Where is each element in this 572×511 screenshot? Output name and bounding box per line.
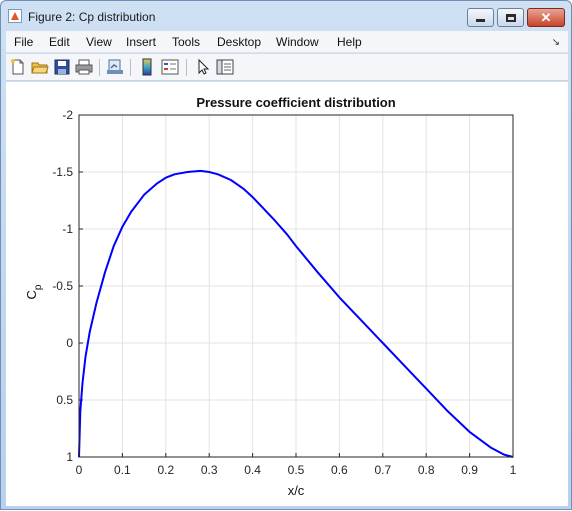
menu-tools[interactable]: Tools [172,35,201,49]
x-tick-label: 0.3 [201,463,218,477]
link-plot-icon[interactable] [106,58,124,76]
open-file-icon[interactable] [31,58,49,76]
toolbar-separator [186,59,187,76]
toolbar-separator [130,59,131,76]
y-tick-label: 0 [66,336,73,350]
x-tick-label: 0 [76,463,83,477]
menu-view[interactable]: View [86,35,112,49]
x-tick-label: 0.1 [114,463,131,477]
x-tick-label: 1 [510,463,517,477]
menu-insert[interactable]: Insert [126,35,157,49]
chart-title: Pressure coefficient distribution [196,95,395,110]
y-tick-label: -2 [62,108,73,122]
y-tick-label: 0.5 [56,393,73,407]
menu-edit[interactable]: Edit [49,35,70,49]
x-tick-label: 0.5 [288,463,305,477]
menu-help[interactable]: Help [337,35,362,49]
close-button[interactable]: ✕ [527,8,565,27]
x-tick-label: 0.9 [461,463,478,477]
maximize-icon [505,13,516,22]
minimize-button[interactable] [467,8,494,27]
x-tick-label: 0.7 [374,463,391,477]
menu-desktop[interactable]: Desktop [217,35,262,49]
title-bar[interactable]: Figure 2: Cp distribution ✕ [1,1,571,31]
menu-bar: File Edit View Insert Tools Desktop Wind… [6,31,568,53]
legend-icon[interactable] [161,58,179,76]
figure-canvas: Pressure coefficient distribution 0 0.1 0.… [6,82,568,506]
new-figure-icon[interactable] [9,58,27,76]
colorbar-icon[interactable] [138,58,156,76]
window-title: Figure 2: Cp distribution [28,10,156,24]
x-tick-label: 0.6 [331,463,348,477]
figure-toolbar [6,54,568,81]
minimize-icon [476,18,485,22]
plot-browser-icon[interactable] [216,58,234,76]
x-tick-label: 0.4 [244,463,261,477]
y-tick-label: -0.5 [52,279,73,293]
y-axis-label: Cp [24,284,44,299]
cp-series-line [78,169,514,458]
cp-chart: Pressure coefficient distribution 0 0.1 0.… [24,95,517,498]
y-axis-label-main: C [24,290,39,299]
x-axis-label: x/c [288,483,305,498]
plot-frame [78,114,514,458]
y-tick-label: -1 [62,222,73,236]
menu-window[interactable]: Window [276,35,319,49]
edit-plot-arrow-icon[interactable] [194,58,212,76]
print-icon[interactable] [75,58,93,76]
dock-arrow-icon[interactable]: ↘ [551,37,560,48]
x-tick-label: 0.2 [157,463,174,477]
save-icon[interactable] [53,58,71,76]
toolbar-separator [99,59,100,76]
y-tick-label: -1.5 [52,165,73,179]
y-axis-label-subscript: p [33,284,44,290]
x-tick-label: 0.8 [418,463,435,477]
y-axis-label-group: Cp [24,284,44,299]
menu-file[interactable]: File [14,35,34,49]
series-layer [78,169,514,458]
close-icon: ✕ [540,10,552,25]
maximize-button[interactable] [497,8,524,27]
y-tick-label: 1 [66,450,73,464]
matlab-icon [8,9,22,23]
axis-ticks: 0 0.1 0.2 0.3 0.4 0.5 0.6 0.7 0.8 0.9 1 -2 -1.5 -1 -0.… [52,108,516,477]
